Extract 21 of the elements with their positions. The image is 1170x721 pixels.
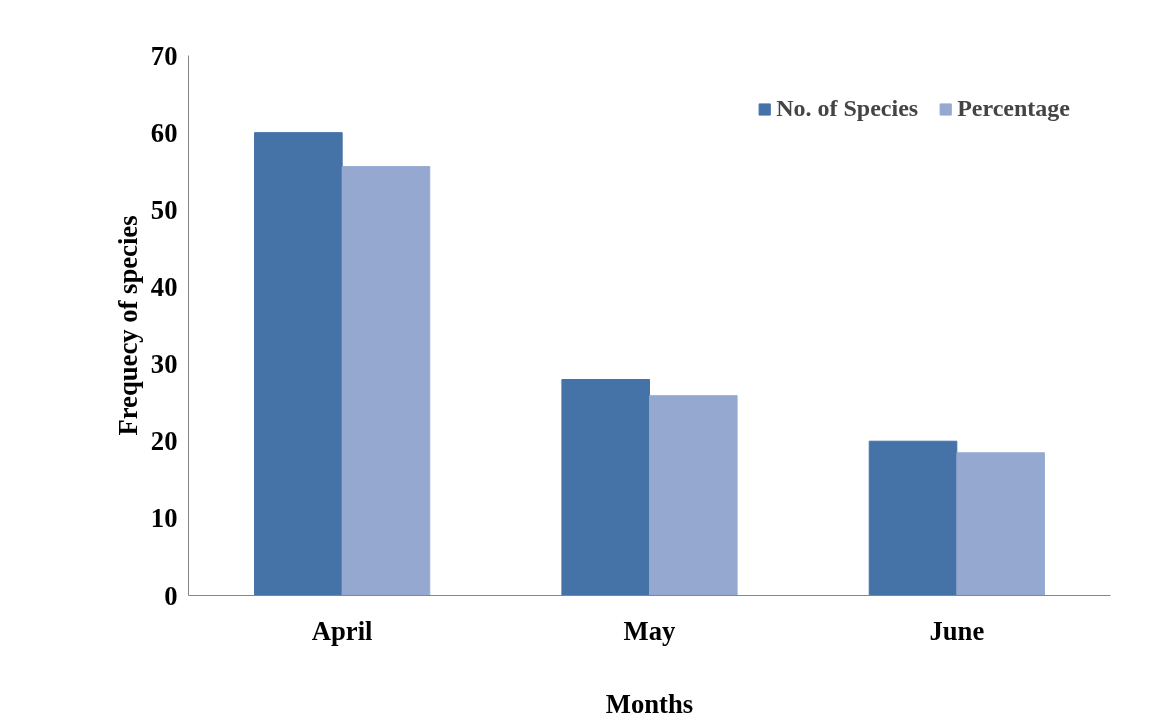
x-tick-label: June — [929, 615, 985, 646]
y-tick-label: 60 — [150, 117, 178, 148]
x-tick-label: May — [623, 615, 677, 646]
y-tick-label: 50 — [150, 194, 178, 225]
x-axis-title: Months — [605, 688, 694, 719]
legend-label: Percentage — [957, 95, 1070, 122]
bar — [868, 440, 958, 596]
legend-label: No. of Species — [776, 95, 919, 122]
bar — [956, 452, 1045, 596]
x-tick-label: April — [311, 615, 373, 646]
y-tick-label: 70 — [150, 40, 178, 71]
y-tick-label: 40 — [150, 271, 178, 302]
y-tick-label: 30 — [150, 349, 178, 380]
y-tick-label: 20 — [150, 426, 178, 457]
bar — [649, 395, 738, 596]
bar — [254, 132, 343, 596]
bar — [561, 379, 650, 596]
y-tick-label: 10 — [150, 503, 178, 534]
y-axis-title: Frequecy of species — [112, 215, 143, 436]
bar — [341, 166, 431, 596]
y-tick-label: 0 — [164, 580, 178, 611]
